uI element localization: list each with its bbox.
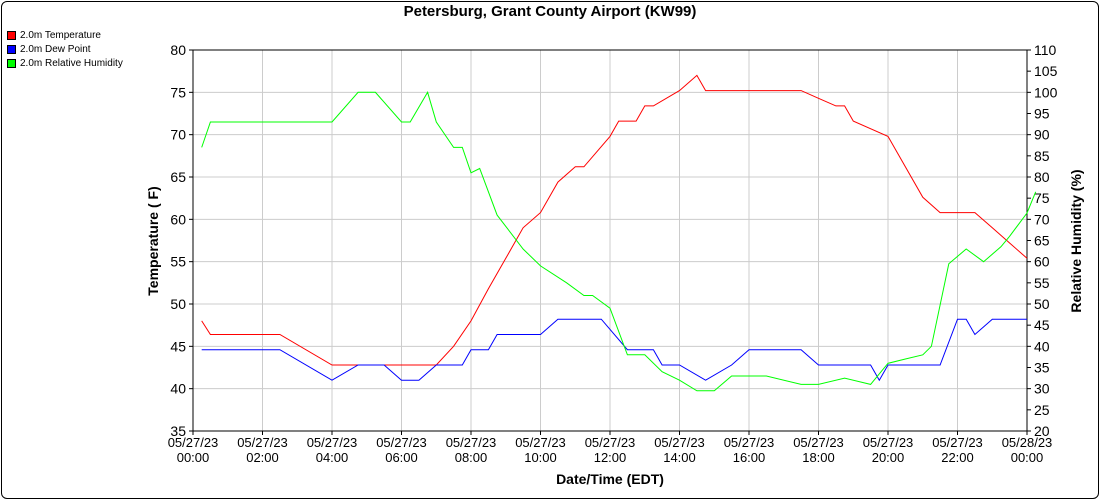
legend-label-relative-humidity: 2.0m Relative Humidity <box>20 57 123 69</box>
y-tick-label: 40 <box>170 381 186 397</box>
y-tick-label: 45 <box>170 338 186 354</box>
legend-item-dew-point: 2.0m Dew Point <box>7 42 123 56</box>
legend-item-relative-humidity: 2.0m Relative Humidity <box>7 56 123 70</box>
y2-tick-label: 50 <box>1034 296 1050 312</box>
x-tick-label-time: 14:00 <box>663 450 696 465</box>
x-tick-label-time: 00:00 <box>1011 450 1044 465</box>
x-tick-label-time: 16:00 <box>733 450 766 465</box>
x-tick-label-date: 05/27/23 <box>932 435 983 450</box>
x-tick-label-date: 05/27/23 <box>863 435 914 450</box>
grid <box>192 49 1028 432</box>
y-tick-label: 65 <box>170 169 186 185</box>
legend-swatch-temperature <box>7 30 16 40</box>
y-tick-label: 70 <box>170 127 186 143</box>
y2-tick-label: 95 <box>1034 106 1050 122</box>
x-tick-label-time: 02:00 <box>246 450 279 465</box>
x-tick-label-date: 05/27/23 <box>307 435 358 450</box>
y2-tick-label: 30 <box>1034 381 1050 397</box>
x-axis: 05/27/2300:0005/27/2302:0005/27/2304:000… <box>168 431 1053 465</box>
x-tick-label-date: 05/27/23 <box>376 435 427 450</box>
y2-tick-label: 40 <box>1034 338 1050 354</box>
x-tick-label-date: 05/27/23 <box>793 435 844 450</box>
x-tick-label-time: 18:00 <box>802 450 835 465</box>
y2-tick-label: 100 <box>1034 84 1058 100</box>
y-tick-label: 50 <box>170 296 186 312</box>
y-tick-label: 75 <box>170 84 186 100</box>
x-tick-label-time: 00:00 <box>177 450 210 465</box>
series-line-2-0m-dew-point <box>201 318 1027 382</box>
x-tick-label-date: 05/27/23 <box>237 435 288 450</box>
y2-tick-label: 80 <box>1034 169 1050 185</box>
y2-tick-label: 110 <box>1034 42 1057 58</box>
x-tick-label-date: 05/27/23 <box>515 435 566 450</box>
y2-tick-label: 20 <box>1034 423 1050 439</box>
y-tick-label: 60 <box>170 211 186 227</box>
series-group <box>201 74 1037 392</box>
legend-label-dew-point: 2.0m Dew Point <box>20 43 91 55</box>
y2-tick-label: 60 <box>1034 254 1050 270</box>
y2-tick-label: 85 <box>1034 148 1050 164</box>
x-tick-label-date: 05/27/23 <box>168 435 219 450</box>
y2-tick-label: 70 <box>1034 211 1050 227</box>
x-tick-label-date: 05/27/23 <box>724 435 775 450</box>
y2-tick-label: 35 <box>1034 360 1050 376</box>
x-tick-label-date: 05/27/23 <box>585 435 636 450</box>
x-tick-label-time: 22:00 <box>941 450 974 465</box>
x-tick-label-time: 06:00 <box>385 450 418 465</box>
y2-tick-label: 105 <box>1034 63 1058 79</box>
x-axis-label: Date/Time (EDT) <box>556 471 664 487</box>
series-line-2-0m-relative-humidity <box>201 91 1037 392</box>
x-tick-label-date: 05/27/23 <box>654 435 705 450</box>
y-axis-left: 35 40 45 50 55 60 65 70 75 80 <box>170 42 193 439</box>
x-tick-label-date: 05/27/23 <box>446 435 497 450</box>
y-tick-label: 35 <box>170 423 186 439</box>
y2-tick-label: 90 <box>1034 127 1050 143</box>
legend: 2.0m Temperature 2.0m Dew Point 2.0m Rel… <box>7 28 123 70</box>
y2-tick-label: 55 <box>1034 275 1050 291</box>
legend-item-temperature: 2.0m Temperature <box>7 28 123 42</box>
legend-label-temperature: 2.0m Temperature <box>20 29 101 41</box>
x-tick-label-time: 10:00 <box>524 450 557 465</box>
x-tick-label-time: 08:00 <box>455 450 488 465</box>
y2-tick-label: 75 <box>1034 190 1050 206</box>
chart-title: Petersburg, Grant County Airport (KW99) <box>403 3 697 20</box>
series-line-2-0m-temperature <box>201 74 1028 366</box>
legend-swatch-dew-point <box>7 44 16 54</box>
y2-tick-label: 25 <box>1034 402 1050 418</box>
x-tick-label-time: 04:00 <box>316 450 349 465</box>
x-tick-label-date: 05/28/23 <box>1002 435 1053 450</box>
y-tick-label: 80 <box>170 42 186 58</box>
y2-tick-label: 45 <box>1034 317 1050 333</box>
x-tick-label-time: 20:00 <box>872 450 905 465</box>
y2-axis-label: Relative Humidity (%) <box>1068 169 1084 312</box>
y-axis-label: Temperature ( F) <box>145 186 161 295</box>
y-axis-right: 20 25 30 35 40 45 50 55 60 65 70 75 80 85 90 95 100 105 11… <box>1027 42 1058 439</box>
y2-tick-label: 65 <box>1034 233 1050 249</box>
x-tick-label-time: 12:00 <box>594 450 627 465</box>
legend-swatch-relative-humidity <box>7 58 16 68</box>
y-tick-label: 55 <box>170 254 186 270</box>
